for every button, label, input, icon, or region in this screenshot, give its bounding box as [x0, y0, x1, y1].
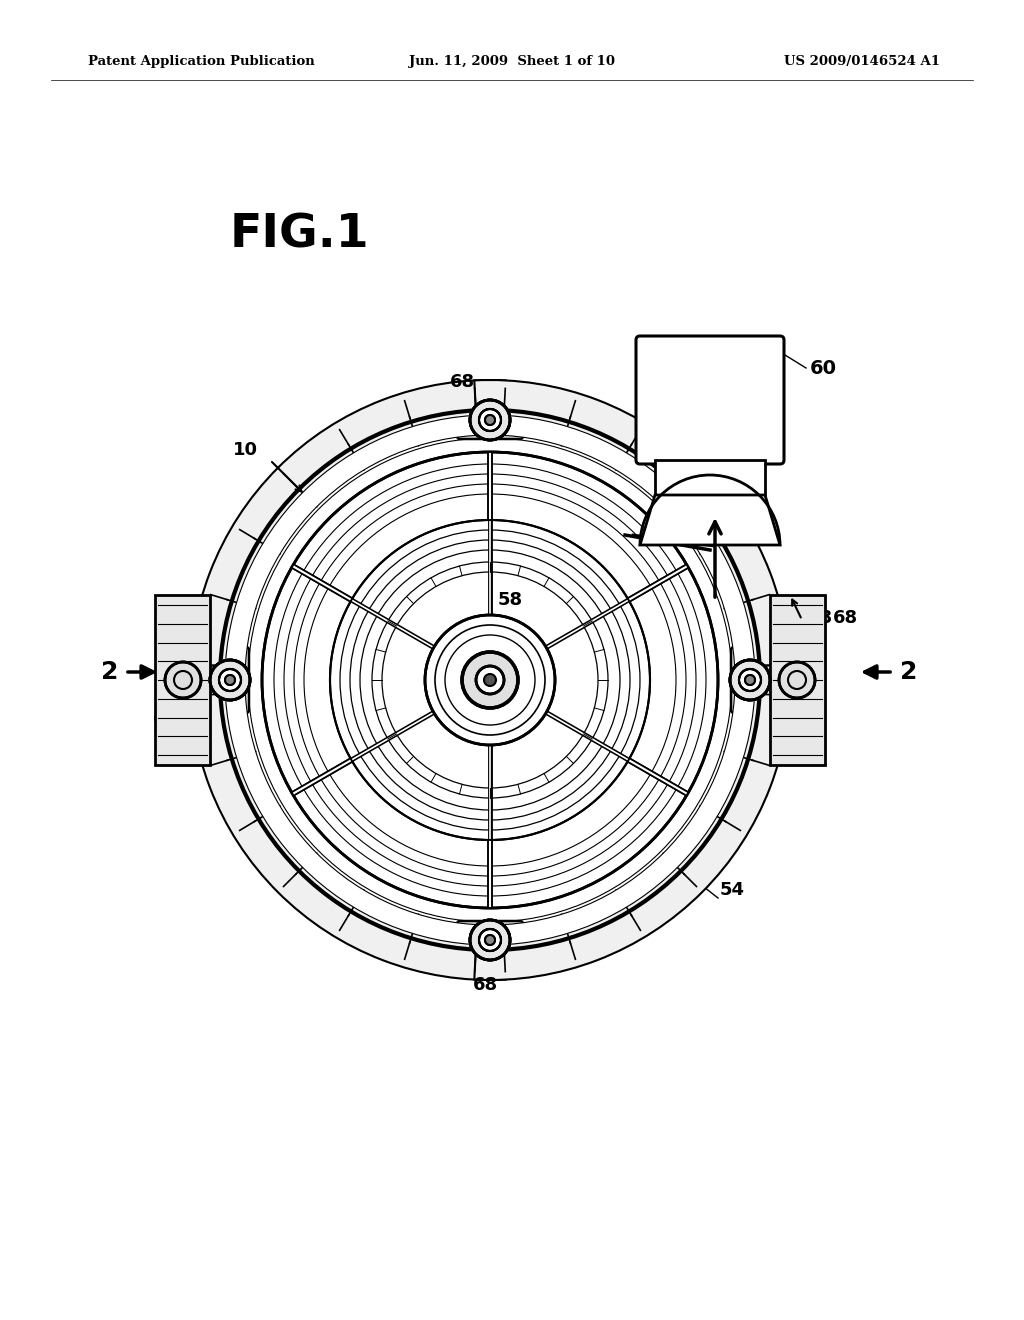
- FancyBboxPatch shape: [457, 401, 523, 440]
- Text: 68: 68: [808, 609, 834, 627]
- Wedge shape: [495, 684, 755, 945]
- Text: 54: 54: [720, 880, 745, 899]
- Circle shape: [220, 411, 760, 950]
- Circle shape: [225, 675, 234, 685]
- Wedge shape: [190, 380, 506, 696]
- Circle shape: [745, 675, 755, 685]
- FancyBboxPatch shape: [211, 647, 249, 713]
- Wedge shape: [225, 414, 485, 676]
- Circle shape: [210, 660, 250, 700]
- Circle shape: [730, 660, 770, 700]
- Text: 60: 60: [810, 359, 837, 378]
- Bar: [770, 595, 825, 766]
- Circle shape: [485, 414, 495, 425]
- Wedge shape: [495, 414, 755, 676]
- Circle shape: [462, 652, 518, 708]
- Circle shape: [730, 660, 770, 700]
- Circle shape: [479, 409, 501, 432]
- Circle shape: [470, 920, 510, 960]
- Circle shape: [165, 663, 201, 698]
- Text: 2: 2: [900, 660, 918, 684]
- Polygon shape: [640, 495, 780, 545]
- Wedge shape: [190, 664, 506, 979]
- Circle shape: [210, 660, 250, 700]
- Circle shape: [476, 667, 504, 694]
- Wedge shape: [225, 684, 485, 945]
- Circle shape: [262, 451, 718, 908]
- Text: Jun. 11, 2009  Sheet 1 of 10: Jun. 11, 2009 Sheet 1 of 10: [409, 55, 615, 69]
- Text: 10: 10: [232, 441, 257, 459]
- Circle shape: [479, 929, 501, 950]
- Circle shape: [739, 669, 761, 690]
- Circle shape: [479, 929, 501, 950]
- FancyBboxPatch shape: [731, 647, 769, 713]
- Circle shape: [485, 935, 495, 945]
- Circle shape: [739, 669, 761, 690]
- Circle shape: [219, 669, 241, 690]
- Text: FIG.1: FIG.1: [230, 213, 370, 257]
- Circle shape: [479, 409, 501, 432]
- Circle shape: [219, 669, 241, 690]
- Text: 68: 68: [472, 975, 498, 994]
- Wedge shape: [474, 664, 790, 979]
- Text: 58: 58: [498, 591, 522, 609]
- Circle shape: [484, 675, 496, 686]
- Circle shape: [779, 663, 815, 698]
- Text: 68: 68: [833, 609, 857, 627]
- Circle shape: [470, 400, 510, 440]
- Circle shape: [470, 920, 510, 960]
- Text: 68: 68: [153, 711, 177, 729]
- Text: US 2009/0146524 A1: US 2009/0146524 A1: [784, 55, 940, 69]
- Text: 2: 2: [100, 660, 118, 684]
- Circle shape: [485, 935, 495, 945]
- Circle shape: [225, 675, 234, 685]
- Circle shape: [485, 414, 495, 425]
- Circle shape: [330, 520, 650, 840]
- Wedge shape: [474, 380, 790, 696]
- Bar: [655, 459, 765, 495]
- FancyBboxPatch shape: [636, 337, 784, 465]
- Text: Patent Application Publication: Patent Application Publication: [88, 55, 314, 69]
- FancyBboxPatch shape: [457, 921, 523, 960]
- Circle shape: [425, 615, 555, 744]
- Text: 68: 68: [450, 374, 474, 391]
- Circle shape: [470, 400, 510, 440]
- Bar: [155, 595, 210, 766]
- Circle shape: [745, 675, 755, 685]
